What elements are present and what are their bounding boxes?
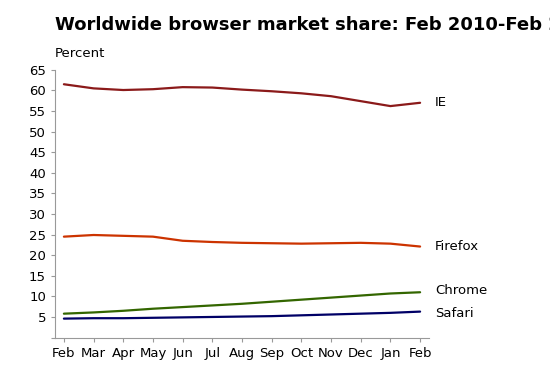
Text: Firefox: Firefox bbox=[435, 240, 479, 253]
Text: Chrome: Chrome bbox=[435, 284, 487, 297]
Text: Safari: Safari bbox=[435, 307, 474, 320]
Text: Percent: Percent bbox=[55, 47, 106, 60]
Text: IE: IE bbox=[435, 96, 447, 109]
Text: Worldwide browser market share: Feb 2010-Feb 2011: Worldwide browser market share: Feb 2010… bbox=[55, 16, 550, 33]
